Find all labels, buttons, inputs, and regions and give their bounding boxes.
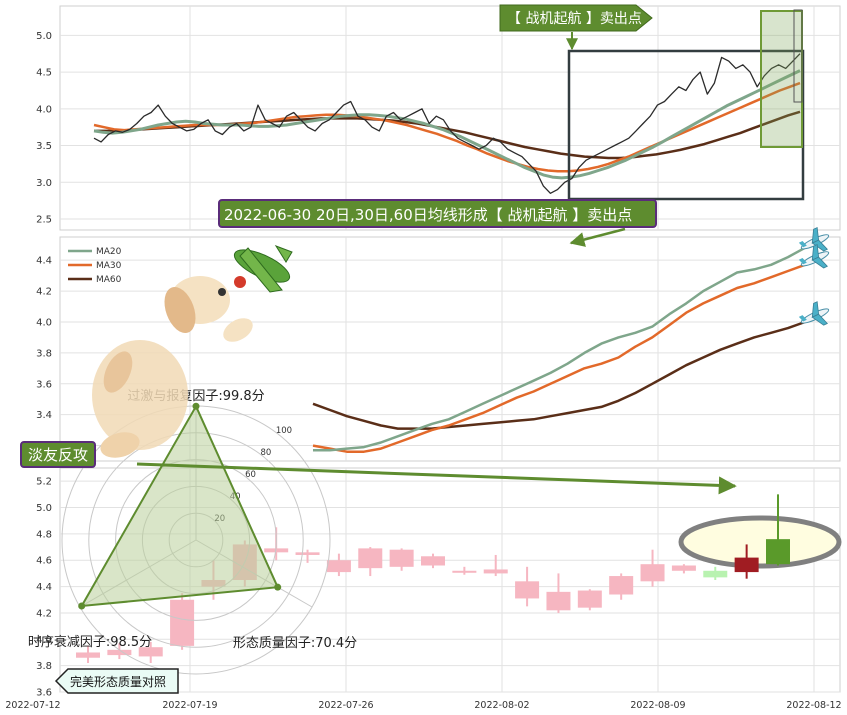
compare-button[interactable]: 完美形态质量对照 [54, 668, 179, 694]
y-tick-label: 4.0 [36, 635, 52, 646]
main-signal-text: 2022-06-30 20日,30日,60日均线形成【 战机起航 】卖出点 [224, 206, 632, 224]
radar-point [192, 402, 200, 410]
toy-plane-icon [233, 245, 293, 293]
y-tick-label: 4.0 [36, 104, 52, 115]
highlight-ellipse [678, 515, 842, 569]
radar-axis-label: 时序衰减因子:98.5分 [28, 634, 152, 650]
candle-body [483, 569, 508, 574]
airplane-icons [798, 226, 830, 326]
side-tag-text: 淡友反攻 [28, 446, 88, 464]
candle-body [515, 581, 540, 599]
candle-body [577, 590, 602, 608]
radar-point [274, 583, 282, 591]
radar-tick-label: 80 [260, 448, 271, 458]
moving-averages-panel: 3.23.43.63.84.04.24.4 MA20 MA30 MA60 [36, 226, 841, 462]
airplane-wing [811, 239, 828, 252]
candle-body [546, 591, 571, 611]
y-tick-label: 3.5 [36, 141, 52, 152]
radar-tick-label: 100 [276, 426, 292, 436]
y-tick-label: 4.8 [36, 529, 52, 540]
candle-body [170, 599, 195, 646]
candle-body [640, 564, 665, 582]
x-tick-label: 2022-07-26 [318, 700, 373, 711]
candle-body [671, 565, 696, 571]
y-tick-label: 3.0 [36, 178, 52, 189]
y-tick-label: 4.0 [36, 317, 52, 328]
airplane-tail [798, 315, 807, 322]
radar-tick-label: 60 [245, 470, 256, 480]
y-tick-label: 4.2 [36, 287, 52, 298]
radar-area [79, 404, 280, 608]
daily-candles-panel: 3.6 3.8 4.0 4.2 4.4 4.6 4.8 5.0 5.2 [36, 467, 842, 699]
y-tick-label: 5.0 [36, 31, 52, 42]
airplane-tail [798, 258, 807, 265]
x-tick-label: 2022-08-12 [786, 700, 841, 711]
legend-label-ma30: MA30 [96, 261, 122, 271]
candle-body [138, 647, 163, 657]
airplane-icon [798, 226, 830, 252]
radar-axis-label: 形态质量因子:70.4分 [233, 636, 357, 651]
panel-frame [59, 5, 841, 231]
legend-label-ma60: MA60 [96, 275, 122, 285]
candle-body [107, 649, 132, 656]
top-signal-text: 【 战机起航 】卖出点 [507, 11, 642, 27]
x-tick-label: 2022-08-09 [630, 700, 685, 711]
y-tick-label: 3.6 [36, 379, 52, 390]
y-tick-label: 4.4 [36, 582, 52, 593]
airplane-wing [811, 313, 828, 326]
candle-body [358, 548, 383, 569]
y-tick-label: 3.6 [36, 688, 52, 699]
airplane-icon [798, 301, 830, 326]
candle-body [389, 549, 414, 567]
y-tick-label: 4.2 [36, 608, 52, 619]
factor-radar: 20406080100过激与报复因子:99.8分形态质量因子:70.4分时序衰减… [28, 389, 357, 675]
x-axis: 2022-07-12 2022-07-19 2022-07-26 2022-08-02… [5, 700, 841, 711]
candle-body [326, 560, 351, 573]
candle-body [76, 652, 100, 658]
x-tick-label: 2022-07-12 [5, 700, 60, 711]
y-tick-label: 5.0 [36, 503, 52, 514]
top-signal-flag: 【 战机起航 】卖出点 [499, 4, 653, 32]
airplane-icon [798, 243, 830, 269]
compare-button-label: 完美形态质量对照 [70, 674, 166, 689]
signal-highlight-box [760, 10, 803, 148]
y-tick-label: 2.5 [36, 214, 52, 225]
ma30-line [312, 263, 806, 453]
side-tag: 淡友反攻 [20, 441, 96, 468]
candle-body [452, 570, 477, 573]
candle-body [766, 539, 790, 565]
ma20-line [93, 69, 801, 180]
y-tick-label: 4.6 [36, 556, 52, 567]
last-candle-box [793, 9, 803, 103]
airplane-tail [798, 241, 807, 248]
x-tick-label: 2022-07-19 [162, 700, 217, 711]
candle-body [703, 570, 728, 578]
main-signal-arrow [569, 227, 626, 247]
main-signal-banner: 2022-06-30 20日,30日,60日均线形成【 战机起航 】卖出点 [218, 199, 657, 228]
legend-label-ma20: MA20 [96, 247, 122, 257]
radar-point [78, 602, 86, 610]
ma-legend: MA20 MA30 MA60 [68, 247, 122, 285]
y-tick-label: 3.8 [36, 348, 52, 359]
y-tick-label: 3.4 [36, 410, 52, 421]
y-tick-label: 4.5 [36, 68, 52, 79]
candle-body [734, 557, 759, 573]
airplane-wing [811, 256, 828, 269]
ma60-line [312, 320, 806, 430]
candle-body [295, 552, 320, 555]
price-overview-panel: 2.5 3.0 3.5 4.0 4.5 5.0 [36, 5, 841, 231]
candle-body [421, 556, 445, 566]
y-tick-label: 4.4 [36, 256, 52, 267]
ma20-line [313, 246, 806, 452]
y-tick-label: 3.8 [36, 661, 52, 672]
x-tick-label: 2022-08-02 [474, 700, 529, 711]
side-tag-arrow [136, 462, 737, 495]
price-line [93, 53, 801, 194]
dog-with-plane-illustration [92, 245, 293, 458]
y-tick-label: 5.2 [36, 477, 52, 488]
candle-body [609, 576, 634, 595]
